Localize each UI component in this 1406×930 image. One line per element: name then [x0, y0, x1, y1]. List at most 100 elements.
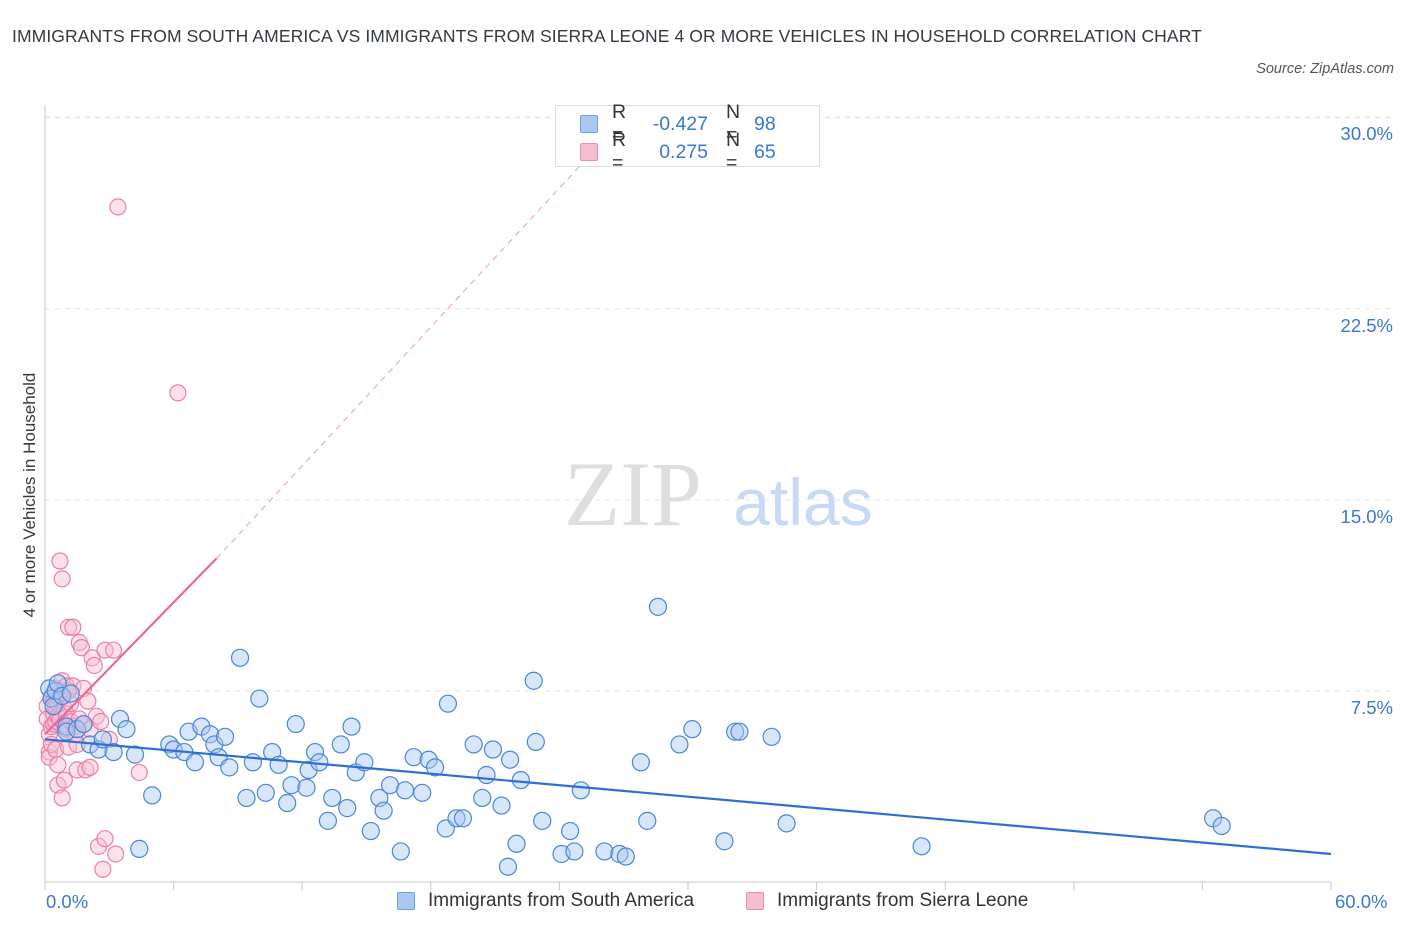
data-point-south-america — [683, 720, 702, 739]
data-point-south-america — [777, 814, 796, 833]
data-point-south-america — [125, 745, 145, 764]
data-point-sierra-leone — [55, 771, 73, 789]
data-point-south-america — [282, 776, 301, 795]
data-point-south-america — [561, 821, 580, 841]
bottom-legend-label: Immigrants from Sierra Leone — [777, 890, 1029, 911]
data-point-south-america — [230, 648, 250, 667]
chart-title: IMMIGRANTS FROM SOUTH AMERICA VS IMMIGRA… — [12, 26, 1202, 46]
data-point-south-america — [730, 722, 749, 741]
data-point-south-america — [200, 725, 220, 744]
data-point-south-america — [278, 793, 297, 813]
data-point-sierra-leone — [49, 756, 67, 774]
legend-swatch-pink — [580, 143, 598, 161]
data-point-south-america — [533, 811, 552, 830]
data-point-south-america — [391, 842, 410, 861]
data-point-sierra-leone — [107, 845, 125, 863]
data-point-south-america — [670, 735, 689, 754]
data-point-south-america — [492, 796, 511, 815]
legend-r-value: -0.427 — [652, 112, 708, 135]
data-point-south-america — [250, 689, 269, 708]
data-point-south-america — [104, 742, 123, 762]
data-point-south-america — [342, 717, 361, 736]
data-point-south-america — [404, 748, 423, 767]
data-point-south-america — [338, 799, 357, 818]
watermark: ZIP atlas — [564, 443, 873, 545]
data-point-south-america — [726, 722, 745, 741]
watermark-atlas: atlas — [733, 465, 872, 539]
data-point-south-america — [297, 778, 316, 797]
data-point-south-america — [483, 740, 503, 759]
x-tick-label-max: 60.0% — [1335, 891, 1388, 912]
data-point-south-america — [1212, 816, 1231, 836]
data-point-sierra-leone — [64, 618, 82, 636]
grid-lines — [45, 116, 1393, 692]
data-point-south-america — [419, 750, 438, 769]
data-point-south-america — [361, 821, 380, 841]
data-point-south-america — [438, 694, 458, 713]
data-point-sierra-leone — [94, 860, 112, 878]
data-point-sierra-leone — [85, 656, 103, 675]
data-point-south-america — [715, 832, 734, 851]
series-sierra-leone-points — [38, 198, 187, 878]
data-point-south-america — [143, 786, 162, 805]
y-tick-label: 15.0% — [1340, 506, 1393, 527]
data-point-sierra-leone — [53, 570, 71, 588]
bottom-legend-swatch-blue — [397, 892, 415, 910]
bottom-legend-south-america: Immigrants from South America — [397, 890, 694, 912]
trend-line-south-america — [44, 738, 1332, 856]
data-point-south-america — [74, 714, 93, 734]
data-point-sierra-leone — [96, 830, 114, 848]
data-point-south-america — [526, 732, 545, 751]
data-point-south-america — [453, 809, 473, 828]
series-south-america-points — [40, 597, 1231, 876]
data-point-sierra-leone — [79, 692, 97, 710]
legend-n-label: N = — [726, 101, 741, 146]
data-point-sierra-leone — [109, 198, 127, 216]
axes — [44, 105, 1332, 890]
data-point-sierra-leone — [53, 789, 71, 807]
legend-n-label: N = — [726, 129, 741, 174]
trend-lines — [44, 152, 1332, 856]
data-point-south-america — [305, 742, 325, 762]
y-tick-label: 7.5% — [1350, 697, 1393, 718]
data-point-sierra-leone — [169, 384, 187, 402]
data-point-south-america — [61, 684, 80, 703]
trend-line-extension-sierra-leone — [216, 152, 592, 559]
data-point-south-america — [215, 727, 235, 746]
watermark-zip: ZIP — [564, 443, 702, 545]
data-point-south-america — [318, 811, 338, 830]
data-point-south-america — [447, 809, 466, 828]
data-point-sierra-leone — [81, 758, 99, 776]
data-point-south-america — [464, 735, 483, 754]
x-tick-label-min: 0.0% — [46, 891, 89, 912]
legend-row-sierra-leone: R = 0.275 N = 65 — [580, 129, 776, 174]
data-point-sierra-leone — [51, 552, 69, 570]
legend-r-label: R = — [612, 101, 627, 146]
data-point-south-america — [110, 709, 130, 729]
data-point-south-america — [477, 765, 496, 785]
correlation-legend: R = -0.427 N = 98 R = 0.275 N = 65 — [555, 101, 820, 174]
bottom-legend-label: Immigrants from South America — [428, 890, 695, 911]
data-point-south-america — [762, 727, 781, 746]
data-point-south-america — [117, 720, 136, 739]
data-point-south-america — [425, 758, 445, 777]
data-point-south-america — [498, 857, 518, 876]
data-point-sierra-leone — [68, 735, 86, 754]
source-label: Source: ZipAtlas.com — [1256, 61, 1394, 77]
data-point-south-america — [323, 788, 342, 808]
legend-swatch-blue — [580, 115, 598, 133]
data-point-sierra-leone — [104, 641, 123, 659]
data-point-south-america — [395, 781, 415, 800]
data-point-sierra-leone — [72, 639, 91, 657]
legend-n-value: 65 — [754, 140, 776, 163]
legend-row-south-america: R = -0.427 N = 98 — [580, 101, 776, 146]
data-point-south-america — [237, 788, 256, 808]
data-point-sierra-leone — [59, 618, 78, 636]
legend-n-value: 98 — [754, 112, 776, 135]
data-point-south-america — [912, 837, 931, 856]
bottom-legend-sierra-leone: Immigrants from Sierra Leone — [746, 890, 1028, 912]
data-point-sierra-leone — [130, 763, 148, 782]
y-tick-label: 30.0% — [1340, 123, 1393, 144]
data-point-south-america — [565, 842, 584, 861]
